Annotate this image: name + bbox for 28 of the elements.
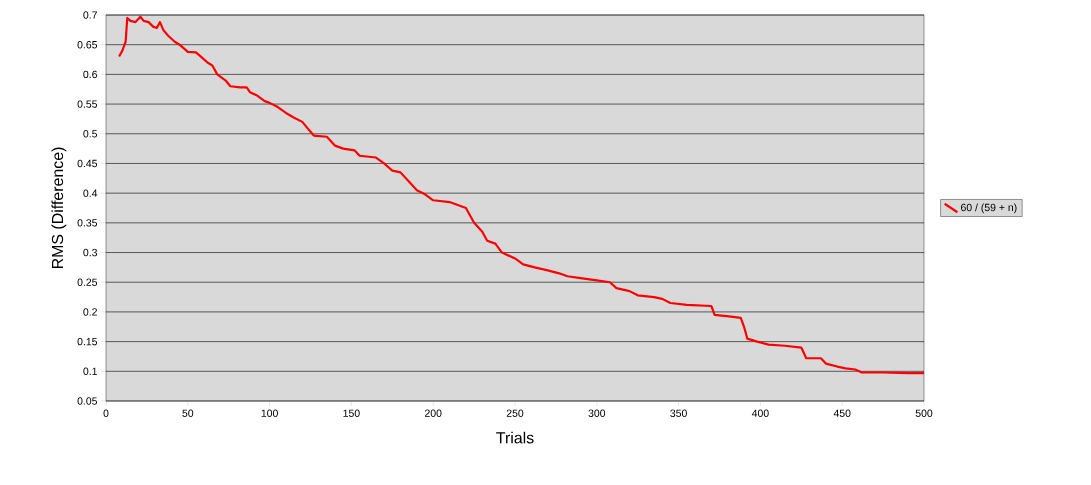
y-tick-label: 0.35 [77,219,98,227]
x-tick-label: 250 [506,409,524,417]
x-tick-label: 50 [182,409,194,417]
y-tick-label: 0.4 [83,189,98,197]
x-tick-label: 450 [833,409,851,417]
y-tick-label: 0.7 [83,11,97,19]
x-tick-label: 350 [670,409,687,417]
y-tick-label: 0.05 [77,397,98,405]
x-tick-label: 100 [261,409,278,417]
y-tick-label: 0.6 [83,70,98,79]
legend-label: 60 / (59 + n) [961,203,1017,214]
y-tick-label: 0.5 [83,130,98,138]
x-tick-label: 400 [751,409,769,417]
y-tick-label: 0.15 [77,337,98,346]
x-tick-label: 200 [425,409,442,417]
y-tick-label: 0.55 [77,100,98,108]
y-tick-label: 0.3 [83,248,98,257]
x-axis-title: Trials [496,431,534,444]
y-axis-title: RMS (Difference) [51,147,67,269]
x-tick-label: 150 [343,409,360,417]
x-tick-label: 0 [103,409,109,417]
x-tick-label: 500 [915,409,933,417]
y-tick-label: 0.45 [77,159,98,168]
y-tick-label: 0.2 [83,308,97,316]
y-tick-label: 0.65 [77,40,98,49]
x-tick-label: 300 [588,409,606,417]
y-tick-label: 0.1 [83,367,97,376]
y-tick-label: 0.25 [77,278,98,286]
